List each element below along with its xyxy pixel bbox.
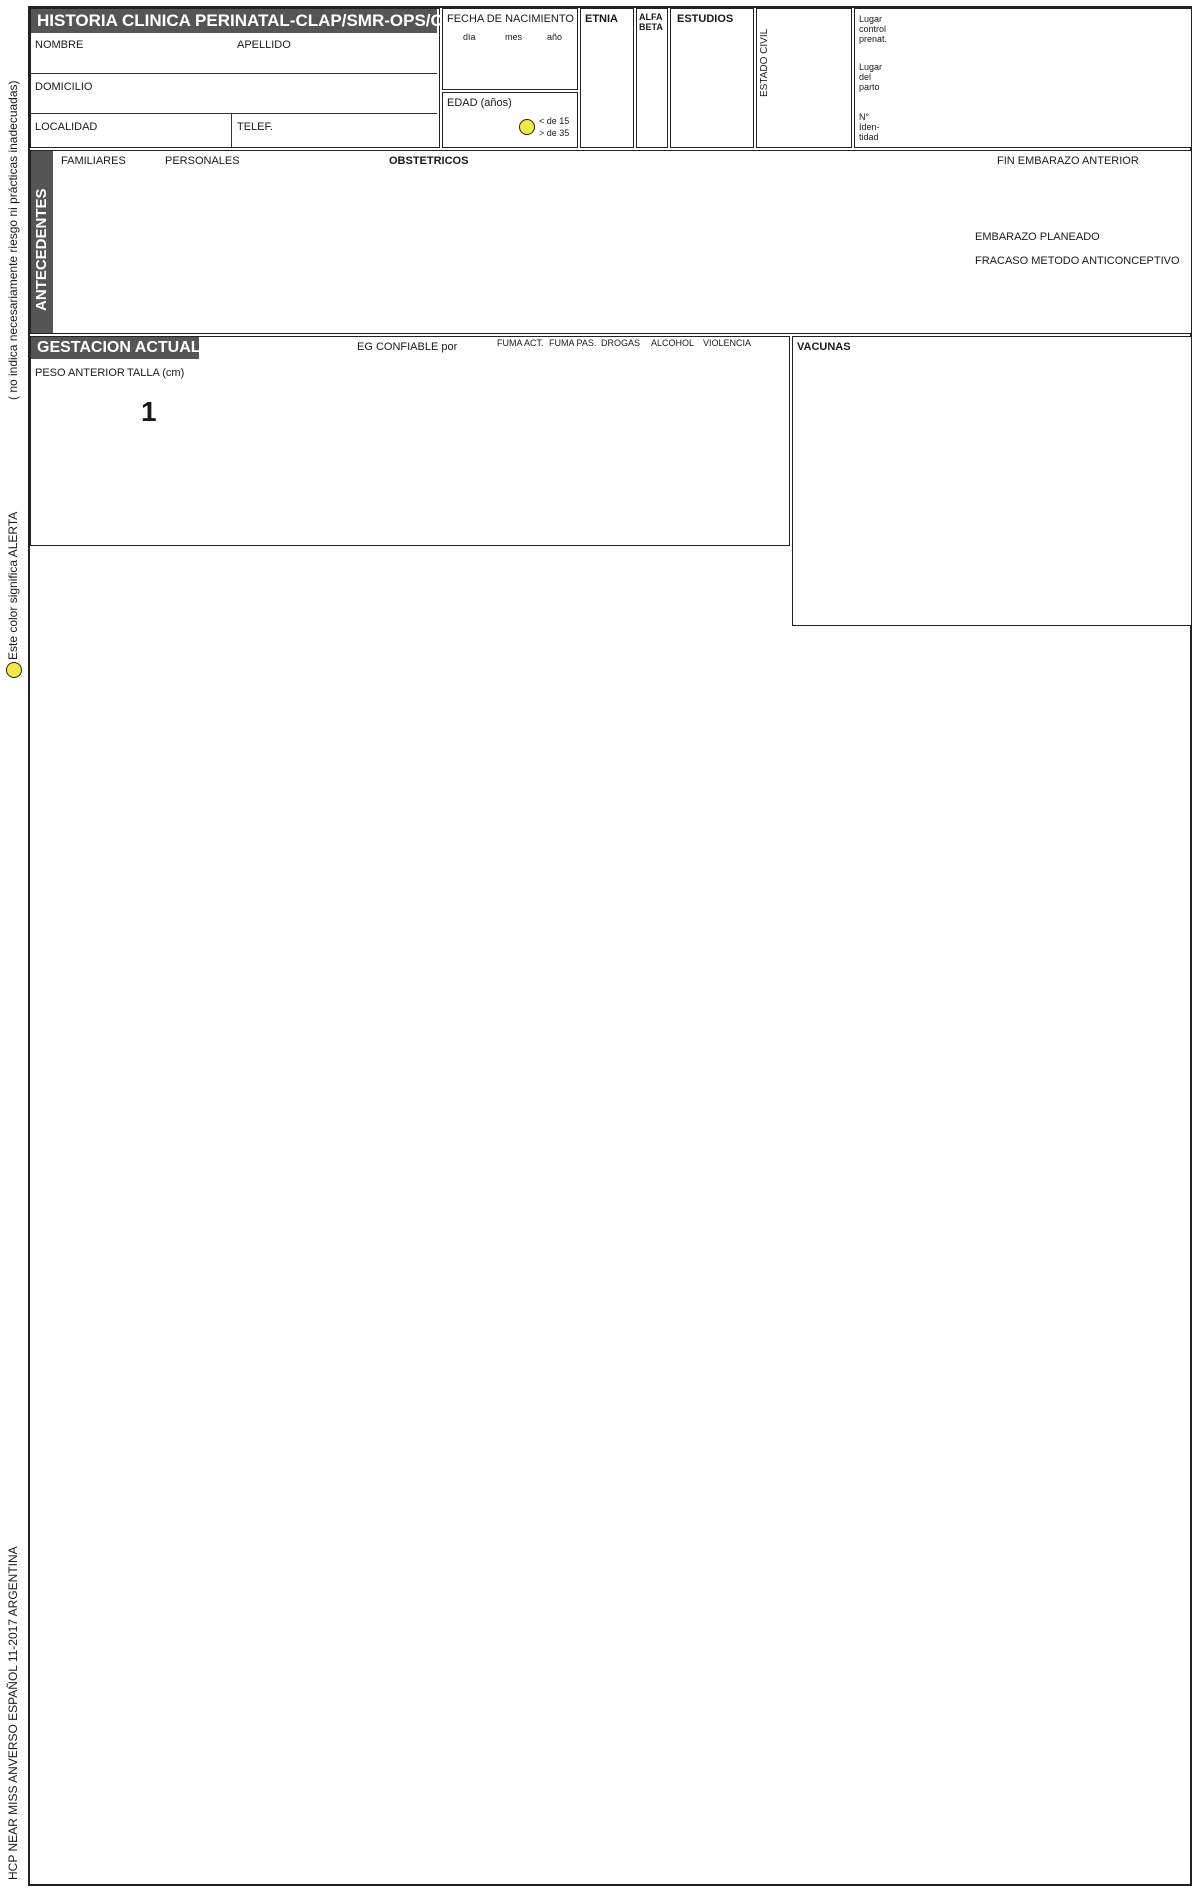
form-title: HISTORIA CLINICA PERINATAL-CLAP/SMR-OPS/…	[31, 9, 469, 33]
estado-civil-label: ESTADO CIVIL	[759, 28, 770, 97]
edad-box: EDAD (años) < de 15 > de 35	[442, 92, 578, 148]
fin-embarazo-label: FIN EMBARAZO ANTERIOR	[997, 155, 1139, 167]
antecedentes-bar	[31, 151, 53, 333]
side-alert-color: Este color significa ALERTA	[6, 511, 20, 660]
side-footer: HCP NEAR MISS ANVERSO ESPAÑOL 11-2017 AR…	[6, 1546, 20, 1880]
alfabeta-label: ALFA BETA	[639, 12, 663, 32]
gestacion-box: GESTACION ACTUAL PESO ANTERIOR TALLA (cm…	[30, 336, 790, 546]
anio-label: año	[547, 32, 563, 42]
etnia-label: ETNIA	[585, 13, 618, 25]
identification-box: HISTORIA CLINICA PERINATAL-CLAP/SMR-OPS/…	[30, 8, 469, 148]
telef-label: TELEF.	[237, 121, 274, 133]
identidad-label: N° Iden- tidad	[859, 112, 880, 142]
etnia-box: ETNIA	[580, 8, 634, 148]
vacunas-label: VACUNAS	[797, 341, 851, 353]
talla-value: 1	[141, 396, 157, 427]
side-alert-note: ( no indica necesariamente riesgo ni prá…	[6, 80, 20, 400]
edad-label: EDAD (años)	[447, 97, 512, 109]
apellido-label: APELLIDO	[237, 39, 291, 51]
lugar-control-label: Lugar control prenat.	[859, 14, 888, 44]
gestacion-bar: GESTACION ACTUAL	[31, 337, 201, 359]
perinatal-form: HISTORIA CLINICA PERINATAL-CLAP/SMR-OPS/…	[28, 6, 1192, 1886]
mes-label: mes	[505, 32, 523, 42]
planeado-label: EMBARAZO PLANEADO	[975, 231, 1100, 243]
fracaso-label: FRACASO METODO ANTICONCEPTIVO	[975, 255, 1180, 267]
personales-label: PERSONALES	[165, 155, 240, 167]
drogas-label: DROGAS	[601, 338, 641, 348]
alfabeta-box: ALFA BETA	[636, 8, 668, 148]
fecha-nacimiento-label: FECHA DE NACIMIENTO	[447, 13, 574, 25]
mas35-label: > de 35	[539, 128, 570, 138]
fecha-nacimiento-box: FECHA DE NACIMIENTO día mes año	[442, 8, 578, 90]
alcohol-label: ALCOHOL	[651, 338, 695, 348]
obstetricos-label: OBSTETRICOS	[389, 155, 469, 167]
antecedentes-label: ANTECEDENTES	[33, 188, 50, 311]
dia-label: día	[463, 32, 476, 42]
lugar-parto-label: Lugar del parto	[859, 62, 883, 92]
nombre-label: NOMBRE	[35, 39, 84, 51]
vacunas-box: VACUNAS	[792, 336, 1192, 626]
estado-civil-box: ESTADO CIVIL	[756, 8, 852, 148]
domicilio-label: DOMICILIO	[35, 81, 93, 93]
estudios-box: ESTUDIOS	[670, 8, 754, 148]
familiares-label: FAMILIARES	[61, 155, 126, 167]
fuma-act-label: FUMA ACT.	[497, 338, 544, 348]
peso-anterior-label: PESO ANTERIOR	[35, 367, 125, 379]
alert-color-swatch	[6, 662, 22, 678]
localidad-label: LOCALIDAD	[35, 121, 98, 133]
eg-confiable-label: EG CONFIABLE por	[357, 341, 458, 353]
fuma-pas-label: FUMA PAS.	[549, 338, 597, 348]
violencia-label: VIOLENCIA	[703, 338, 752, 348]
antecedentes-box: ANTECEDENTES FAMILIARES PERSONALES OBSTE…	[30, 150, 1192, 334]
edad-alert-circle[interactable]	[519, 119, 535, 135]
lugar-box: Lugar control prenat. Lugar del parto N°…	[854, 8, 1192, 148]
estudios-label: ESTUDIOS	[677, 13, 734, 25]
menos15-label: < de 15	[539, 116, 570, 126]
talla-label: TALLA (cm)	[127, 367, 185, 379]
